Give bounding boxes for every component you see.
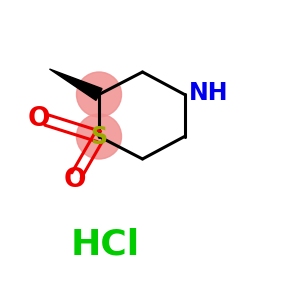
Text: HCl: HCl [70,227,140,262]
Polygon shape [50,69,102,100]
Circle shape [76,72,122,117]
Text: O: O [28,106,50,131]
Text: NH: NH [189,81,229,105]
Text: S: S [90,124,108,148]
Circle shape [76,114,122,159]
Text: O: O [64,167,86,193]
